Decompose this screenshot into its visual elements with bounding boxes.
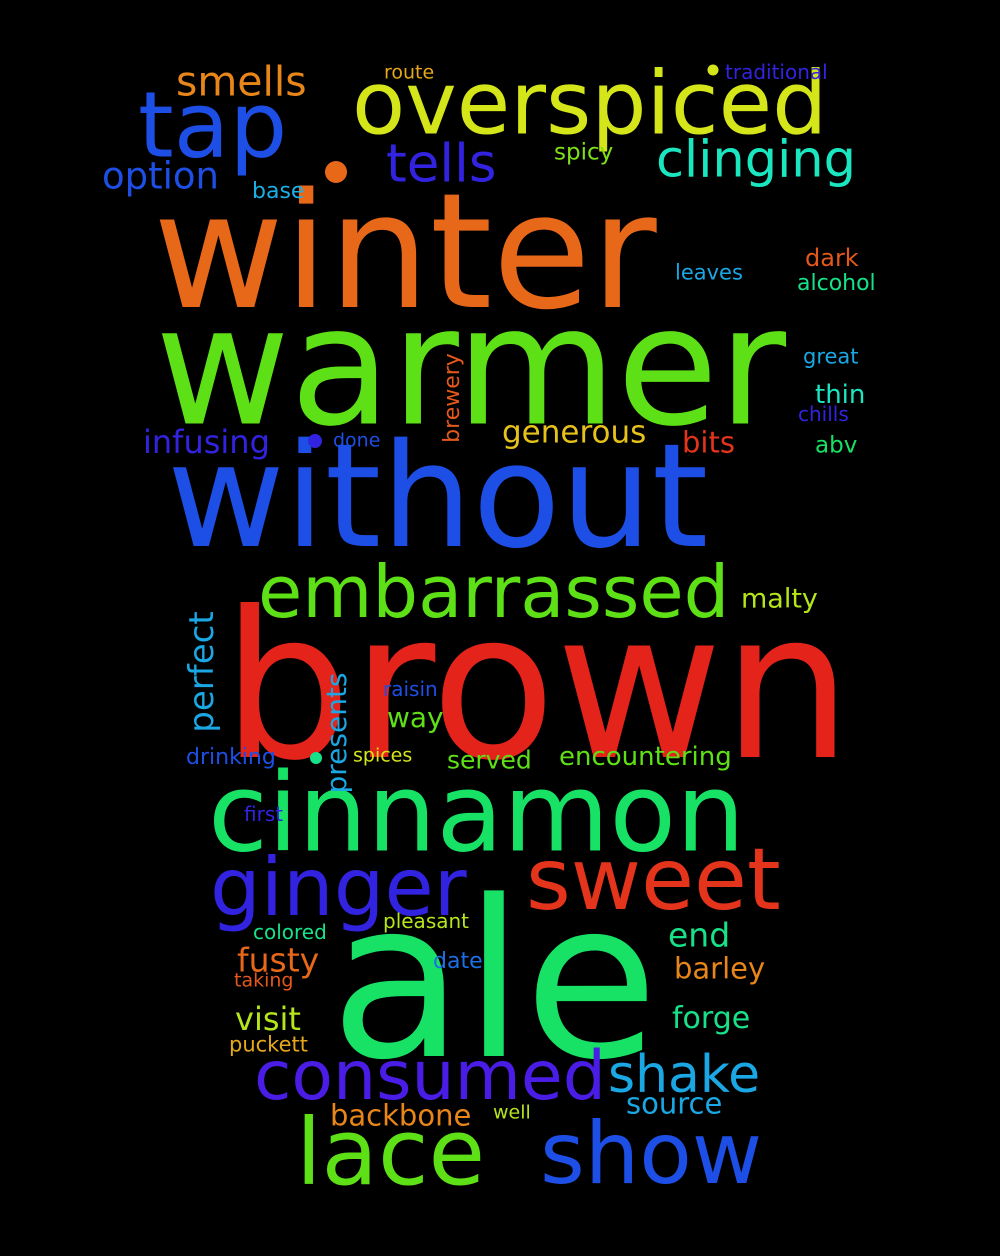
word-lace: lace xyxy=(296,1099,486,1206)
word-fusty: fusty xyxy=(237,940,320,980)
word-puckett: puckett xyxy=(229,1032,308,1057)
word-brewery: brewery xyxy=(440,353,465,443)
word-thin: thin xyxy=(815,380,866,410)
word-barley: barley xyxy=(674,951,766,986)
word-chills: chills xyxy=(798,402,849,426)
word-traditional: traditional xyxy=(725,60,828,84)
word-done: done xyxy=(333,429,381,452)
word-raisin: raisin xyxy=(383,677,438,701)
word-spices: spices xyxy=(353,744,413,767)
dot-drinking xyxy=(310,752,322,764)
word-tap: tap xyxy=(138,73,288,179)
word-base: base xyxy=(252,179,305,204)
word-brown: brown xyxy=(222,569,852,806)
word-served: served xyxy=(447,745,532,775)
word-option: option xyxy=(102,154,219,198)
word-great: great xyxy=(803,344,859,369)
word-malty: malty xyxy=(741,583,818,615)
word-cinnamon: cinnamon xyxy=(208,749,746,877)
word-show: show xyxy=(540,1104,763,1204)
word-source: source xyxy=(626,1086,723,1121)
word-warmer: warmer xyxy=(155,270,787,463)
word-abv: abv xyxy=(815,432,858,459)
word-without: without xyxy=(167,412,709,580)
word-drinking: drinking xyxy=(186,745,276,770)
word-sweet: sweet xyxy=(526,830,781,930)
word-alcohol: alcohol xyxy=(797,271,876,296)
word-shake: shake xyxy=(608,1045,761,1105)
word-presents: presents xyxy=(320,672,353,794)
word-generous: generous xyxy=(502,414,647,451)
dot-infusing xyxy=(308,434,322,448)
word-perfect: perfect xyxy=(182,611,222,733)
dot-traditional xyxy=(707,64,719,76)
word-infusing: infusing xyxy=(143,423,270,461)
word-consumed: consumed xyxy=(254,1037,606,1116)
word-leaves: leaves xyxy=(675,260,743,285)
word-visit: visit xyxy=(235,1000,301,1038)
word-overspiced: overspiced xyxy=(352,52,828,155)
word-ginger: ginger xyxy=(210,841,467,934)
word-end: end xyxy=(668,915,731,955)
word-smells: smells xyxy=(176,57,307,106)
word-tells: tells xyxy=(386,133,497,195)
word-date: date xyxy=(433,949,483,974)
word-pleasant: pleasant xyxy=(383,909,470,933)
word-way: way xyxy=(387,701,444,734)
word-taking: taking xyxy=(234,969,294,992)
word-dark: dark xyxy=(805,244,859,272)
word-clinging: clinging xyxy=(656,130,856,190)
word-ale: ale xyxy=(330,855,659,1108)
word-forge: forge xyxy=(672,1001,751,1036)
word-winter: winter xyxy=(153,158,657,345)
word-colored: colored xyxy=(253,920,327,944)
word-backbone: backbone xyxy=(330,1098,472,1133)
dot-winter xyxy=(325,161,347,183)
word-first: first xyxy=(244,802,284,826)
word-bits: bits xyxy=(682,425,735,460)
word-encountering: encountering xyxy=(559,742,732,772)
word-spicy: spicy xyxy=(554,139,614,166)
word-route: route xyxy=(384,61,435,84)
word-embarrassed: embarrassed xyxy=(258,550,730,634)
word-well: well xyxy=(493,1101,531,1124)
